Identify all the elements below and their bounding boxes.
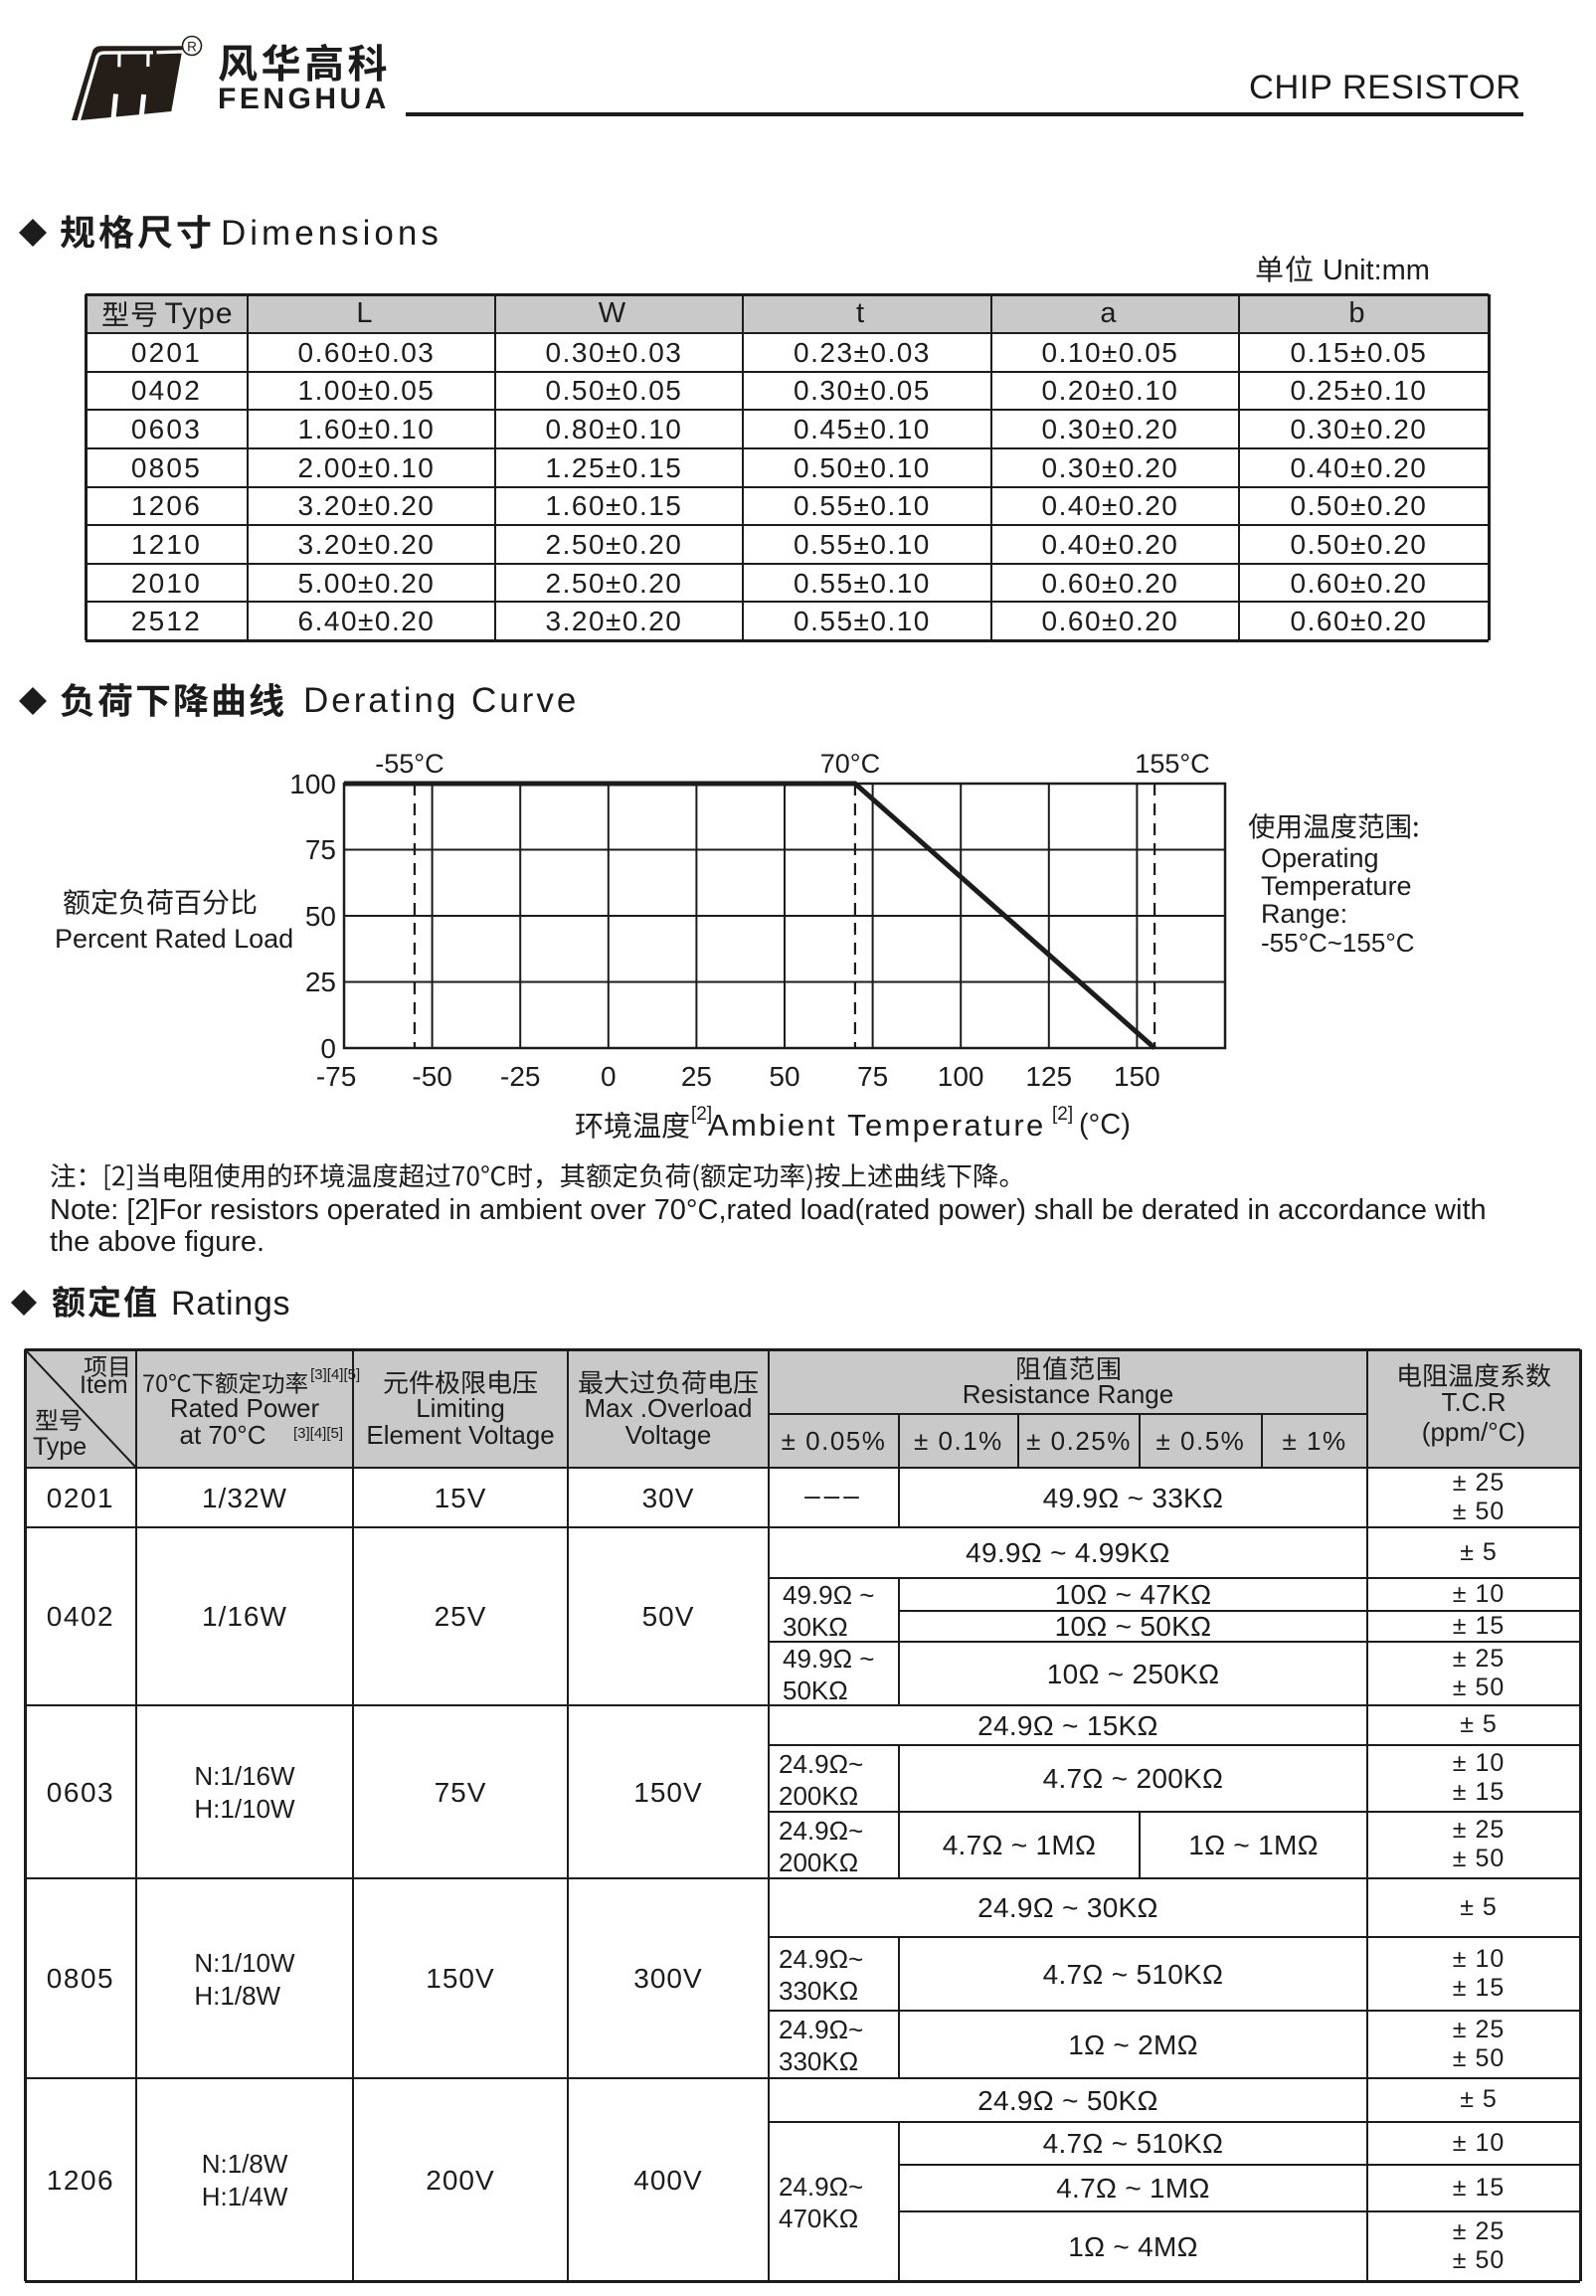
svg-text:R: R <box>187 40 197 55</box>
